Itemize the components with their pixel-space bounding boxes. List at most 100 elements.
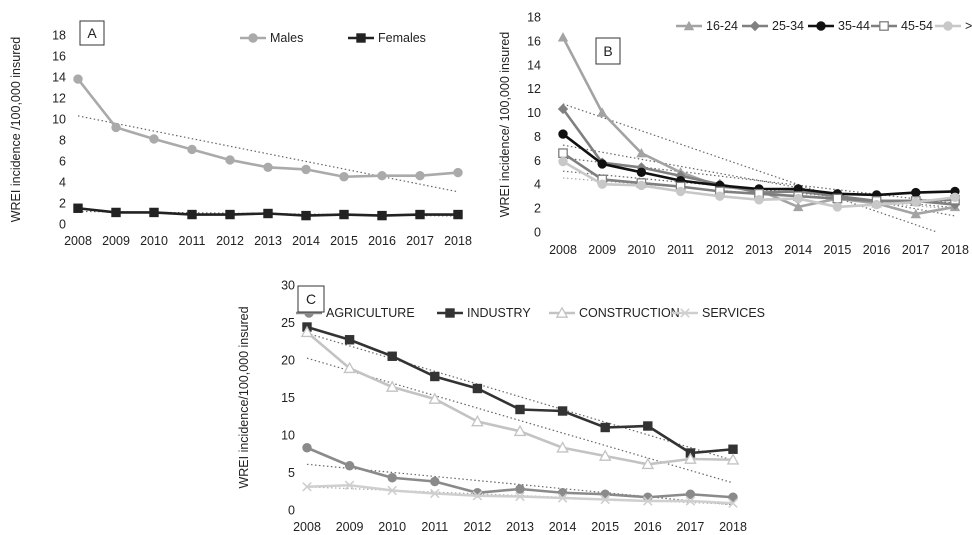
legend-marker xyxy=(683,20,695,31)
trendline xyxy=(562,157,956,204)
data-point xyxy=(557,103,569,115)
y-tick-label: 25 xyxy=(281,316,295,330)
y-tick-label: 8 xyxy=(534,130,541,144)
legend-marker xyxy=(749,20,761,32)
data-point xyxy=(263,162,273,173)
data-point xyxy=(430,371,440,382)
data-point xyxy=(728,498,738,509)
data-point xyxy=(453,167,463,178)
data-point xyxy=(343,361,356,374)
data-point xyxy=(453,209,463,220)
y-tick-label: 4 xyxy=(59,176,66,190)
legend-label: SERVICES xyxy=(702,306,765,320)
data-point xyxy=(754,195,764,205)
data-point xyxy=(187,144,197,155)
data-point xyxy=(636,180,647,191)
data-point xyxy=(339,172,349,182)
y-tick-label: 10 xyxy=(527,106,541,120)
legend-label: Males xyxy=(270,31,303,45)
data-point xyxy=(344,461,355,471)
data-point xyxy=(149,134,159,144)
y-tick-label: 16 xyxy=(527,34,541,48)
y-tick-label: 0 xyxy=(59,218,66,232)
data-point xyxy=(871,199,882,210)
legend-label: INDUSTRY xyxy=(467,306,531,320)
data-point xyxy=(685,489,696,499)
x-tick-label: 2014 xyxy=(292,234,320,248)
legend-marker xyxy=(879,21,889,31)
data-point xyxy=(344,335,355,345)
data-point xyxy=(430,488,440,499)
data-point xyxy=(597,159,607,169)
y-tick-label: 12 xyxy=(52,92,66,106)
x-tick-label: 2012 xyxy=(216,234,244,248)
x-tick-label: 2013 xyxy=(506,520,534,534)
data-point xyxy=(793,193,803,204)
trendline xyxy=(306,463,734,506)
series-line xyxy=(76,78,459,179)
data-point xyxy=(557,406,568,416)
y-tick-label: 18 xyxy=(527,11,541,25)
data-point xyxy=(387,473,397,483)
legend-marker xyxy=(680,308,690,318)
x-tick-label: 2013 xyxy=(745,243,773,257)
y-tick-label: 5 xyxy=(288,466,295,480)
data-point xyxy=(715,191,725,201)
data-point xyxy=(385,380,399,392)
data-point xyxy=(339,209,349,220)
trendline xyxy=(306,332,734,461)
panel-label: C xyxy=(306,291,316,307)
x-tick-label: 2009 xyxy=(588,243,616,257)
data-point xyxy=(415,209,425,220)
x-tick-label: 2016 xyxy=(634,520,662,534)
legend-label: CONSTRUCTION xyxy=(579,306,680,320)
y-tick-label: 15 xyxy=(281,391,295,405)
data-point xyxy=(377,171,387,181)
data-point xyxy=(73,74,83,84)
y-tick-label: 14 xyxy=(52,71,66,85)
data-point xyxy=(300,325,314,338)
x-tick-label: 2018 xyxy=(941,243,969,257)
data-point xyxy=(675,170,686,182)
data-point xyxy=(643,421,653,431)
x-tick-label: 2008 xyxy=(64,234,92,248)
data-point xyxy=(515,484,525,494)
x-tick-label: 2014 xyxy=(549,520,577,534)
x-tick-label: 2017 xyxy=(676,520,704,534)
data-point xyxy=(911,187,921,198)
data-point xyxy=(910,208,921,219)
x-tick-label: 2017 xyxy=(902,243,930,257)
data-point xyxy=(598,449,612,461)
data-point xyxy=(344,480,355,491)
x-tick-label: 2013 xyxy=(254,234,282,248)
data-point xyxy=(684,452,697,464)
data-point xyxy=(557,493,568,503)
legend-marker xyxy=(356,33,366,43)
x-tick-label: 2018 xyxy=(444,234,472,248)
legend-marker xyxy=(445,308,455,318)
x-tick-label: 2008 xyxy=(549,243,577,257)
x-tick-label: 2014 xyxy=(784,243,812,257)
x-tick-label: 2011 xyxy=(179,234,206,248)
trendline xyxy=(562,103,937,233)
data-point xyxy=(597,179,607,189)
y-tick-label: 20 xyxy=(281,354,295,368)
data-point xyxy=(377,210,387,221)
y-tick-label: 4 xyxy=(534,178,541,192)
x-tick-label: 2010 xyxy=(140,234,168,248)
data-point xyxy=(149,207,159,218)
data-point xyxy=(471,414,484,427)
data-point xyxy=(111,207,121,218)
legend-marker xyxy=(943,21,953,31)
legend-label: AGRICULTURE xyxy=(326,306,415,320)
data-point xyxy=(263,208,273,219)
y-tick-label: 6 xyxy=(534,154,541,168)
y-tick-label: 12 xyxy=(527,82,541,96)
x-tick-label: 2010 xyxy=(627,243,655,257)
x-tick-label: 2017 xyxy=(406,234,434,248)
data-point xyxy=(636,162,647,173)
x-tick-label: 2011 xyxy=(667,243,694,257)
legend-label: 45-54 xyxy=(901,19,933,33)
y-tick-label: 10 xyxy=(281,429,295,443)
data-point xyxy=(600,422,610,433)
